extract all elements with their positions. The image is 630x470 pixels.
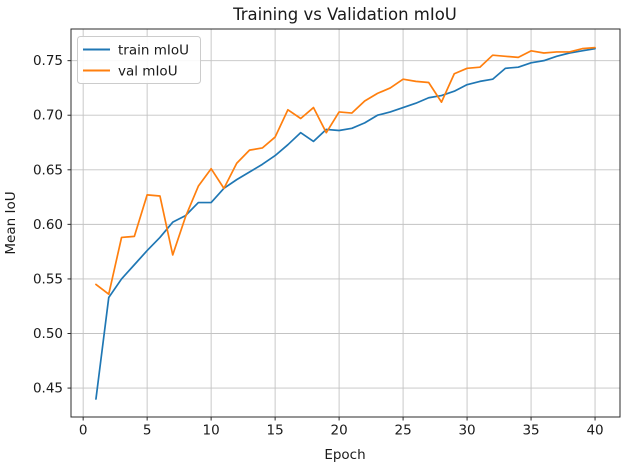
axis-ticks bbox=[67, 60, 596, 421]
plot-area bbox=[71, 29, 620, 417]
y-tick-label: 0.45 bbox=[33, 381, 63, 397]
legend-entry-val: val mIoU bbox=[83, 64, 178, 80]
gridlines bbox=[71, 29, 620, 417]
x-tick-label: 15 bbox=[267, 423, 284, 439]
x-tick-label: 10 bbox=[203, 423, 220, 439]
y-tick-label: 0.50 bbox=[33, 326, 63, 342]
val-miou-line bbox=[95, 46, 596, 296]
y-tick-label: 0.60 bbox=[33, 217, 63, 233]
x-tick-label: 20 bbox=[331, 423, 348, 439]
y-axis-label: Mean IoU bbox=[3, 191, 19, 254]
x-tick-label: 35 bbox=[522, 423, 539, 439]
x-tick-label: 25 bbox=[394, 423, 411, 439]
axes-spines bbox=[70, 28, 621, 418]
legend: train mIoU val mIoU bbox=[77, 36, 201, 84]
legend-box bbox=[77, 36, 201, 84]
legend-entry-train: train mIoU bbox=[83, 43, 189, 59]
chart-title: Training vs Validation mIoU bbox=[232, 5, 457, 24]
y-tick-label: 0.65 bbox=[33, 162, 63, 178]
y-tick-label: 0.70 bbox=[33, 108, 63, 124]
x-tick-label: 5 bbox=[143, 423, 152, 439]
y-tick-label: 0.55 bbox=[33, 271, 63, 287]
x-axis-label: Epoch bbox=[324, 447, 365, 463]
train-miou-line bbox=[95, 47, 596, 400]
legend-val-label: val mIoU bbox=[118, 64, 178, 80]
series-lines bbox=[95, 46, 596, 400]
legend-train-label: train mIoU bbox=[118, 43, 189, 59]
x-tick-label: 40 bbox=[586, 423, 603, 439]
x-tick-label: 30 bbox=[458, 423, 475, 439]
x-tick-label: 0 bbox=[79, 423, 88, 439]
axis-tick-labels: 0 5 10 15 20 25 30 35 40 0.45 0.50 0.55 0.60 0.65 0.70… bbox=[33, 53, 604, 438]
y-tick-label: 0.75 bbox=[33, 53, 63, 69]
